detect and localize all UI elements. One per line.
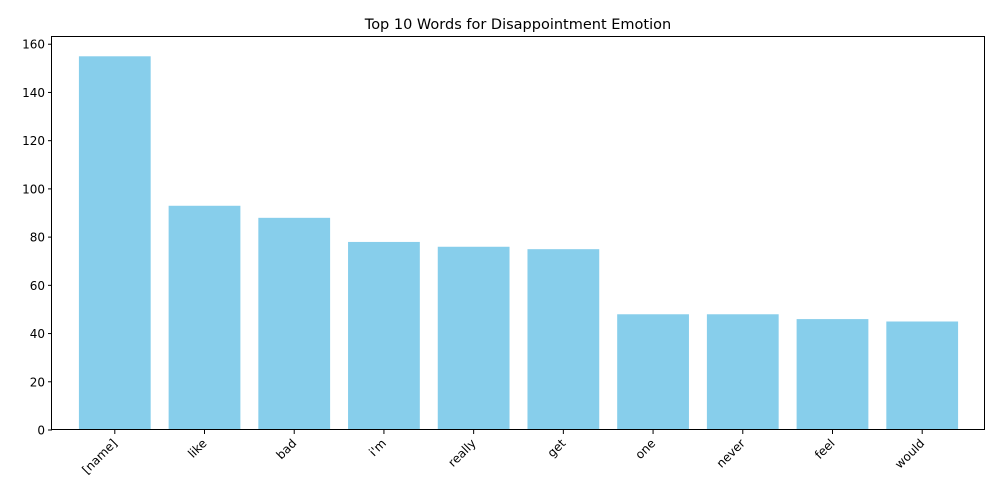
- y-tick-label-0: 0: [37, 424, 45, 438]
- bar-4: [437, 246, 510, 430]
- bars-group: [78, 56, 959, 431]
- y-tick-label-2: 40: [30, 327, 45, 341]
- y-tick-label-8: 160: [22, 38, 45, 52]
- bar-2: [258, 217, 331, 430]
- y-axis: 0 20 40 60 80 100 120 140 160: [22, 38, 52, 438]
- y-tick-label-3: 60: [30, 279, 45, 293]
- bar-3: [348, 241, 420, 430]
- bar-5: [527, 249, 600, 430]
- bar-1: [168, 205, 241, 430]
- bar-8: [796, 319, 869, 430]
- bar-7: [706, 314, 779, 430]
- y-tick-label-6: 120: [22, 134, 45, 148]
- y-tick-label-1: 20: [30, 375, 45, 389]
- y-tick-label-5: 100: [22, 182, 45, 196]
- y-tick-label-7: 140: [22, 86, 45, 100]
- chart-title: Top 10 Words for Disappointment Emotion: [364, 17, 671, 33]
- y-tick-label-4: 80: [30, 231, 45, 245]
- bar-0: [78, 56, 151, 431]
- bar-9: [886, 321, 959, 430]
- plot-frame: [51, 36, 985, 430]
- bar-6: [617, 314, 689, 430]
